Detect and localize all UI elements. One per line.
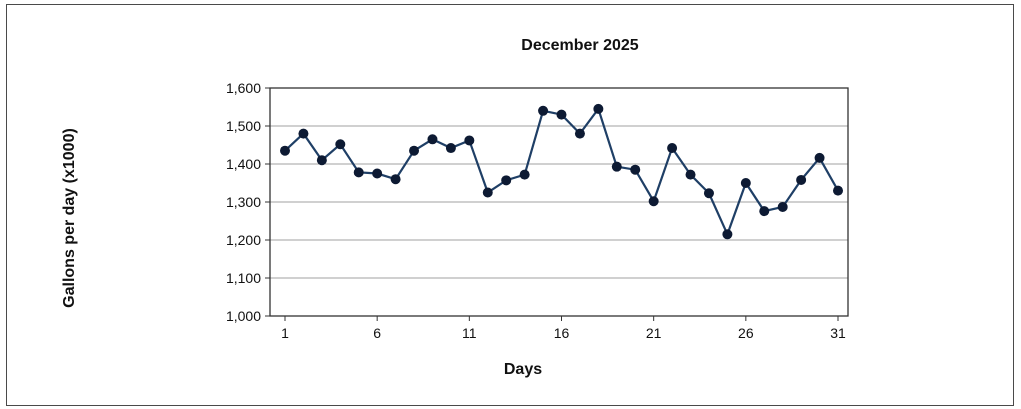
y-tick-label: 1,400 <box>226 156 261 172</box>
data-point <box>556 109 567 120</box>
data-point <box>298 128 309 139</box>
chart-frame <box>6 4 1014 406</box>
chart-title: December 2025 <box>521 37 639 54</box>
y-tick-label: 1,600 <box>226 80 261 96</box>
data-point <box>538 105 549 116</box>
data-point <box>335 139 346 150</box>
data-point <box>759 206 770 217</box>
data-point <box>427 134 438 145</box>
data-point <box>833 185 843 196</box>
x-tick-label: 1 <box>281 325 289 341</box>
x-tick-label: 16 <box>554 325 570 341</box>
x-tick-label: 6 <box>373 325 381 341</box>
data-point <box>722 229 733 240</box>
x-axis-label: Days <box>503 361 543 378</box>
y-tick-label: 1,200 <box>226 232 261 248</box>
data-point <box>372 168 383 179</box>
data-point <box>777 201 788 212</box>
y-tick-label: 1,300 <box>226 194 261 210</box>
data-point <box>667 143 678 154</box>
y-tick-label: 1,000 <box>226 308 261 324</box>
y-tick-label: 1,500 <box>226 118 261 134</box>
data-point <box>574 128 585 139</box>
data-point <box>280 145 290 156</box>
data-point <box>630 164 641 175</box>
x-tick-label: 21 <box>646 325 662 341</box>
data-point <box>814 152 825 163</box>
data-point <box>703 188 714 199</box>
data-point <box>501 175 512 186</box>
x-tick-label: 26 <box>738 325 754 341</box>
data-point <box>482 187 493 198</box>
data-point <box>445 143 456 154</box>
data-point <box>593 103 604 114</box>
data-point <box>648 196 659 207</box>
data-point <box>353 167 364 178</box>
data-point <box>685 169 696 180</box>
data-point <box>611 161 622 172</box>
data-point <box>740 178 751 188</box>
series-line <box>284 106 839 238</box>
x-tick-label: 11 <box>462 325 477 341</box>
data-point <box>390 174 401 185</box>
x-tick-label: 31 <box>830 325 846 341</box>
data-point <box>519 169 530 180</box>
data-point <box>316 155 327 166</box>
data-point <box>409 145 420 156</box>
y-tick-label: 1,100 <box>226 270 261 286</box>
data-point <box>796 174 807 185</box>
data-point <box>464 135 475 146</box>
